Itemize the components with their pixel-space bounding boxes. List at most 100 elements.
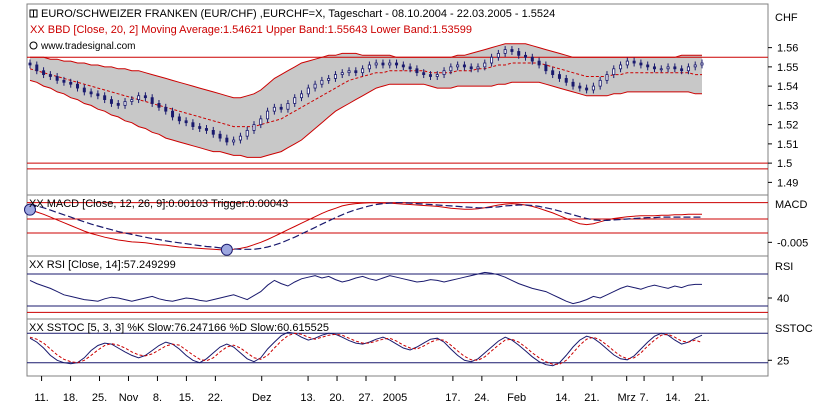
candle-body: [666, 66, 670, 70]
candle-body: [347, 70, 351, 74]
candle-body: [646, 64, 650, 68]
rsi-panel: 40: [27, 271, 789, 313]
candle-body: [551, 70, 555, 75]
candle-body: [673, 66, 677, 70]
candle-body: [619, 64, 623, 70]
candle-body: [157, 103, 161, 108]
candle-body: [35, 64, 39, 72]
candle-body: [435, 74, 439, 77]
candle-body: [693, 64, 697, 68]
candle-body: [293, 97, 297, 104]
candle-body: [89, 91, 93, 95]
candle-body: [469, 66, 473, 70]
candle-body: [300, 93, 304, 99]
candle-body: [272, 106, 276, 112]
rsi-tick-label: 40: [777, 293, 789, 305]
sstoc-axis-title: SSTOC: [775, 323, 813, 335]
candle-body: [612, 68, 616, 75]
candle-body: [286, 103, 290, 110]
candle-body: [245, 129, 249, 137]
candle-body: [652, 66, 656, 70]
x-tick-label: 22.: [208, 392, 223, 404]
candle-body: [232, 139, 236, 143]
candle-body: [82, 87, 86, 93]
candle-body: [381, 62, 385, 66]
bbd-legend: XX BBD [Close, 20, 2] Moving Average:1.5…: [30, 24, 472, 36]
lower-band-line: [29, 79, 702, 158]
chart-header: EURO/SCHWEIZER FRANKEN (EUR/CHF) ,EURCHF…: [29, 8, 555, 52]
candle-body: [598, 79, 602, 87]
candle-body: [103, 95, 107, 100]
candle-body: [490, 56, 494, 64]
x-tick-label: Dez: [252, 392, 272, 404]
x-tick-label: 11.: [34, 392, 48, 404]
candle-body: [557, 74, 561, 79]
candle-body: [164, 106, 168, 112]
candle-body: [408, 66, 412, 70]
website-label: www.tradesignal.com: [40, 41, 135, 52]
chart-frame: [26, 3, 769, 377]
crossover-marker: [24, 203, 36, 216]
candle-body: [483, 62, 487, 68]
sstoc-legend: XX SSTOC [5, 3, 3] %K Slow:76.247166 %D …: [29, 322, 329, 334]
candle-body: [496, 53, 500, 58]
candle-body: [537, 60, 541, 66]
candle-body: [211, 129, 215, 135]
candle-body: [28, 62, 32, 66]
candle-body: [62, 79, 66, 83]
candle-body: [401, 64, 405, 68]
candle-body: [76, 83, 80, 89]
candle-body: [395, 62, 399, 66]
candle-body: [313, 83, 317, 89]
candle-body: [354, 70, 358, 74]
candle-body: [266, 110, 270, 120]
x-tick-label: 14.: [555, 392, 570, 404]
candle-body: [48, 74, 52, 77]
x-tick-label: 18.: [63, 392, 78, 404]
candle-body: [686, 66, 690, 72]
k-slow-line: [29, 331, 703, 367]
x-tick-label: Nov: [119, 392, 139, 404]
rsi-legend: XX RSI [Close, 14]:57.249299: [29, 259, 176, 271]
d-slow-line: [29, 332, 703, 365]
candle-body: [123, 101, 127, 106]
candle-body: [143, 95, 147, 99]
candle-body: [632, 60, 636, 64]
candle-body: [171, 110, 175, 118]
candle-body: [116, 103, 120, 106]
candle-body: [585, 87, 589, 91]
candle-body: [361, 68, 365, 74]
rsi-axis-title: RSI: [775, 261, 793, 273]
candle-body: [252, 124, 256, 131]
candle-body: [130, 99, 134, 102]
x-tick-label: 17.: [445, 392, 460, 404]
rsi-line: [29, 271, 702, 305]
candle-body: [177, 116, 181, 122]
moving-average-line: [29, 62, 702, 128]
macd-panel: -0.005: [24, 202, 808, 256]
candle-body: [524, 54, 528, 58]
x-tick-label: Mrz: [618, 392, 636, 404]
price-tick-label: 1.49: [777, 177, 798, 189]
price-tick-label: 1.54: [777, 81, 798, 93]
x-tick-label: 27.: [358, 392, 373, 404]
price-tick-label: 1.5: [777, 158, 792, 170]
candle-body: [150, 97, 154, 104]
price-panel: 1.56 1.55 1.54 1.53 1.52 1.51 1.5 1.49: [27, 43, 798, 189]
price-tick-label: 1.51: [777, 139, 798, 151]
x-tick-label: 7.: [639, 392, 648, 404]
candle-body: [625, 60, 629, 66]
candle-body: [191, 122, 195, 127]
copyright-icon: [29, 41, 38, 50]
x-tick-label: 24.: [474, 392, 489, 404]
trigger-line: [29, 202, 702, 250]
x-tick-label: Feb: [507, 392, 526, 404]
price-tick-label: 1.53: [777, 100, 798, 112]
candle-body: [218, 133, 222, 139]
candle-body: [544, 64, 548, 72]
price-axis-title: CHF: [775, 12, 798, 24]
candle-body: [96, 93, 100, 97]
candle-body: [605, 74, 609, 81]
candle-body: [388, 62, 392, 66]
x-tick-label: 2005: [383, 392, 407, 404]
